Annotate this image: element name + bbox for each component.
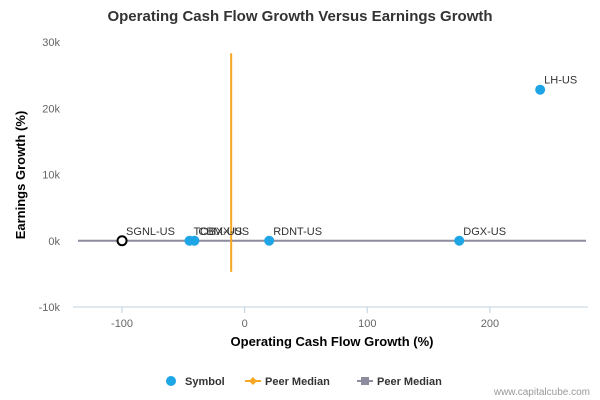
scatter-point (189, 235, 200, 246)
legend-label: Symbol (185, 376, 225, 388)
y-tick-label: -10k (39, 302, 61, 314)
x-tick-label: -100 (111, 318, 133, 330)
x-tick-label: 200 (481, 318, 499, 330)
scatter-point (116, 235, 128, 247)
y-tick-label: 20k (42, 103, 60, 115)
y-tick-label: 0k (48, 236, 60, 248)
point-label: DGX-US (463, 226, 506, 238)
x-axis-title: Operating Cash Flow Growth (%) (231, 334, 434, 349)
chart-title: Operating Cash Flow Growth Versus Earnin… (107, 8, 492, 25)
legend-symbol-marker (166, 376, 176, 386)
point-label: TOBX-US (193, 226, 242, 238)
legend: Symbol Peer Median Peer Median (166, 376, 442, 388)
credit-text: www.capitalcube.com (493, 387, 590, 398)
y-axis-title: Earnings Growth (%) (13, 111, 28, 240)
legend-diamond-marker (249, 377, 257, 385)
legend-label: Peer Median (265, 376, 330, 388)
point-label: CBMX-US (198, 226, 249, 238)
scatter-point (454, 235, 465, 246)
legend-square-marker (361, 377, 369, 385)
y-tick-label: 30k (42, 37, 60, 49)
x-axis-ticks: -100 0 100 200 (111, 307, 499, 330)
y-tick-label: 10k (42, 170, 60, 182)
x-tick-label: 100 (358, 318, 376, 330)
y-axis-ticks: -10k 0k 10k 20k 30k (39, 37, 61, 314)
legend-label: Peer Median (377, 376, 442, 388)
scatter-point (264, 235, 275, 246)
scatter-point (535, 84, 546, 95)
point-label: RDNT-US (273, 226, 322, 238)
point-label: SGNL-US (126, 226, 175, 238)
x-tick-label: 0 (242, 318, 248, 330)
point-label: LH-US (544, 75, 577, 87)
